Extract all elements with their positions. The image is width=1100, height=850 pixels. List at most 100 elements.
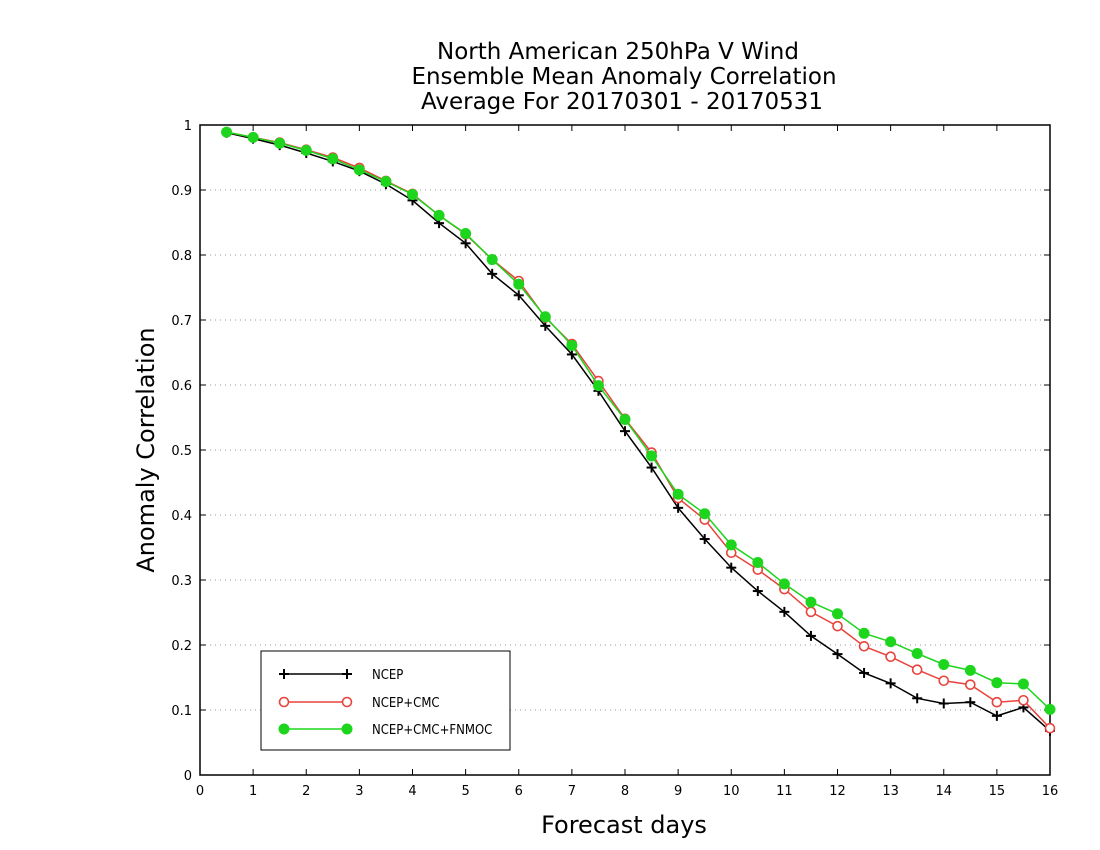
- data-point: [407, 189, 418, 201]
- data-point: [991, 677, 1003, 689]
- data-point: [247, 131, 259, 143]
- legend-box: [260, 650, 511, 751]
- data-point: [699, 534, 710, 545]
- series-0: [221, 127, 1055, 736]
- legend-marker: [278, 723, 290, 735]
- data-point: [460, 238, 471, 249]
- data-point: [938, 698, 949, 709]
- data-point: [566, 349, 577, 360]
- data-point: [832, 649, 843, 660]
- y-tick-label: 0.7: [171, 314, 192, 329]
- data-point: [487, 268, 498, 279]
- x-tick-label: 9: [674, 784, 682, 799]
- legend: NCEP NCEP+CMC NCEP+CMC+FNMOC: [260, 650, 511, 751]
- x-tick-label: 13: [882, 784, 899, 799]
- x-axis: 0 1 2 3 4 5 6 7 8 9 10 11 12 13 14 15 16: [196, 125, 1058, 799]
- y-axis: 0 0.1 0.2 0.3 0.4 0.5 0.6 0.7 0.8 0.9 1: [171, 119, 1050, 784]
- legend-item-0: NCEP: [279, 668, 403, 683]
- y-tick-label: 0.8: [171, 249, 192, 264]
- data-point: [885, 678, 896, 689]
- data-point: [859, 667, 870, 678]
- data-point: [274, 137, 286, 149]
- x-tick-label: 3: [355, 784, 363, 799]
- title-line-2: Ensemble Mean Anomaly Correlation: [411, 64, 836, 90]
- title-line-3: Average For 20170301 - 20170531: [421, 89, 823, 115]
- x-tick-label: 10: [723, 784, 740, 799]
- x-axis-label: Forecast days: [541, 811, 707, 839]
- data-point: [513, 290, 524, 301]
- x-tick-label: 4: [408, 784, 416, 799]
- x-tick-label: 6: [515, 784, 523, 799]
- y-tick-label: 0: [184, 769, 192, 784]
- data-point: [300, 144, 312, 156]
- series-line: [226, 131, 1051, 710]
- y-tick-label: 0.4: [171, 509, 192, 524]
- data-point: [911, 647, 923, 659]
- data-point: [805, 630, 816, 641]
- data-point: [752, 586, 763, 597]
- legend-marker: [341, 696, 353, 708]
- grid: [200, 189, 1050, 711]
- data-point: [353, 164, 365, 176]
- legend-marker: [278, 696, 290, 708]
- x-tick-label: 12: [829, 784, 846, 799]
- x-tick-label: 8: [621, 784, 629, 799]
- data-point: [832, 608, 843, 620]
- data-point: [539, 311, 551, 323]
- series-line: [226, 131, 1051, 729]
- data-point: [566, 339, 578, 351]
- data-point: [726, 562, 737, 573]
- data-point: [1044, 703, 1056, 715]
- series-1: [221, 126, 1056, 734]
- y-tick-label: 0.6: [171, 379, 192, 394]
- data-point: [832, 620, 843, 632]
- series-line: [226, 132, 1051, 732]
- series-2: [221, 126, 1056, 715]
- data-point: [752, 556, 764, 568]
- data-point: [699, 508, 711, 520]
- x-tick-label: 16: [1042, 784, 1059, 799]
- data-point: [620, 426, 630, 437]
- legend-label: NCEP+CMC: [372, 696, 440, 711]
- data-point: [911, 664, 923, 676]
- x-tick-label: 15: [989, 784, 1006, 799]
- data-point: [965, 697, 976, 708]
- data-point: [991, 696, 1003, 708]
- title-line-1: North American 250hPa V Wind: [437, 39, 799, 65]
- legend-item-1: NCEP+CMC: [278, 696, 440, 711]
- data-point: [885, 636, 897, 648]
- data-point: [938, 675, 950, 687]
- data-point: [991, 710, 1002, 721]
- data-point: [672, 488, 684, 500]
- data-point: [619, 413, 631, 425]
- y-tick-label: 0.2: [171, 639, 192, 654]
- data-point: [858, 640, 870, 652]
- x-tick-label: 14: [935, 784, 952, 799]
- data-point: [513, 278, 525, 290]
- data-point: [912, 693, 923, 704]
- x-tick-label: 2: [302, 784, 310, 799]
- series-layer: [221, 126, 1056, 736]
- data-point: [646, 462, 657, 473]
- data-point: [221, 126, 233, 138]
- x-tick-label: 5: [461, 784, 469, 799]
- data-point: [673, 502, 684, 513]
- data-point: [778, 578, 790, 590]
- legend-marker: [341, 723, 353, 735]
- y-tick-label: 0.9: [171, 184, 192, 199]
- y-tick-label: 1: [184, 119, 192, 134]
- data-point: [460, 228, 472, 240]
- legend-marker: [342, 669, 352, 679]
- data-point: [486, 254, 498, 266]
- legend-item-2: NCEP+CMC+FNMOC: [278, 723, 492, 738]
- data-point: [1044, 722, 1056, 734]
- x-tick-label: 11: [776, 784, 793, 799]
- data-point: [592, 380, 604, 392]
- data-point: [1017, 678, 1029, 690]
- data-point: [725, 539, 737, 551]
- data-point: [433, 209, 445, 221]
- x-tick-label: 1: [249, 784, 257, 799]
- x-tick-label: 0: [196, 784, 204, 799]
- data-point: [965, 679, 976, 690]
